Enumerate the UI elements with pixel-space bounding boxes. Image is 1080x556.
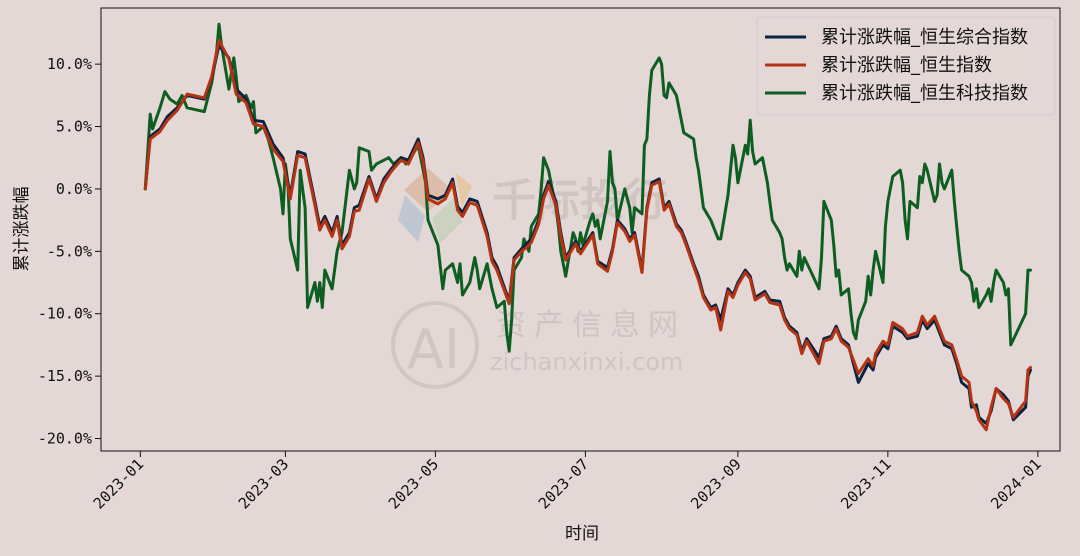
x-tick-label: 2023-01 bbox=[90, 455, 147, 512]
x-axis-title: 时间 bbox=[565, 524, 599, 544]
watermark-cn: 资产信息网 bbox=[496, 308, 686, 343]
x-tick-label: 2023-05 bbox=[385, 455, 442, 512]
x-tick-label: 2023-09 bbox=[687, 455, 744, 512]
series-line-2 bbox=[143, 22, 1032, 353]
plot-frame bbox=[100, 7, 1061, 452]
watermark-url: zichanxinxi.com bbox=[490, 348, 683, 376]
x-axis: 2023-01 2023-03 2023-05 2023-07 2023-09 2023-… bbox=[90, 451, 1045, 513]
series-layer bbox=[143, 22, 1032, 432]
qianji-logo-icon bbox=[398, 168, 472, 244]
x-tick-label: 2024-01 bbox=[987, 455, 1044, 512]
ai-seal-icon: AI bbox=[391, 301, 479, 389]
legend-label-hs-tech: 累计涨跌幅_恒生科技指数 bbox=[821, 83, 1028, 104]
watermark: 千际投行 AI 资产信息网 zichanxinxi.com bbox=[391, 168, 686, 389]
y-tick-label: 10.0% bbox=[47, 55, 92, 73]
legend: 累计涨跌幅_恒生综合指数 累计涨跌幅_恒生指数 累计涨跌幅_恒生科技指数 bbox=[756, 16, 1056, 116]
y-axis: 10.0% 5.0% 0.0% -5.0% -10.0% -15.0% -20.0% bbox=[38, 55, 101, 448]
y-tick-label: 0.0% bbox=[56, 180, 92, 198]
x-tick-label: 2023-07 bbox=[535, 455, 592, 512]
y-tick-label: -15.0% bbox=[38, 367, 92, 385]
x-tick-label: 2023-11 bbox=[837, 455, 894, 512]
y-tick-label: -10.0% bbox=[38, 305, 92, 323]
series-line-1 bbox=[143, 38, 1032, 432]
y-tick-label: -5.0% bbox=[47, 242, 92, 260]
watermark-ai: AI bbox=[407, 318, 460, 381]
y-tick-label: -20.0% bbox=[38, 430, 92, 448]
y-tick-label: 5.0% bbox=[56, 118, 92, 136]
y-axis-title: 累计涨跌幅 bbox=[12, 187, 32, 272]
legend-label-hs-composite: 累计涨跌幅_恒生综合指数 bbox=[821, 27, 1028, 48]
x-tick-label: 2023-03 bbox=[235, 455, 292, 512]
legend-box bbox=[756, 16, 1056, 116]
legend-label-hsi: 累计涨跌幅_恒生指数 bbox=[821, 55, 992, 76]
watermark-brand: 千际投行 bbox=[492, 175, 668, 226]
